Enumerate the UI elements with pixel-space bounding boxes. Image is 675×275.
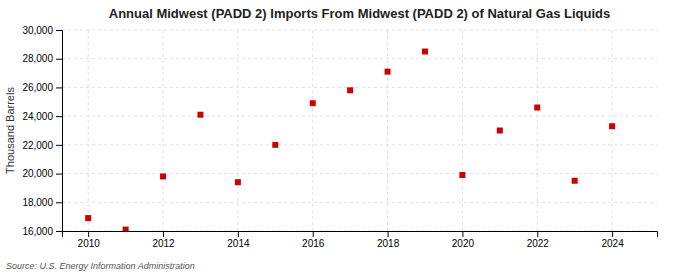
tick-mark bbox=[56, 87, 62, 88]
tick-label: 26,000 bbox=[22, 82, 53, 93]
marks bbox=[85, 49, 615, 231]
tick-label: 2018 bbox=[377, 238, 400, 249]
title: Annual Midwest (PADD 2) Imports From Mid… bbox=[109, 6, 611, 21]
chart-container: 2010 2012 2014 2016 2018 2020 2022 2024 16,000 18… bbox=[0, 0, 675, 275]
grid-line bbox=[237, 30, 238, 231]
point bbox=[272, 142, 278, 148]
tick: 22,000 bbox=[22, 140, 62, 151]
tick-label: 24,000 bbox=[22, 111, 53, 122]
tick-mark bbox=[238, 231, 239, 237]
tick: 20,000 bbox=[22, 168, 62, 179]
grid-line bbox=[62, 173, 657, 174]
point bbox=[385, 69, 391, 75]
point bbox=[123, 227, 129, 231]
point bbox=[459, 172, 465, 178]
tick-label: 30,000 bbox=[22, 25, 53, 36]
tick-mark bbox=[537, 231, 538, 237]
tick-mark bbox=[56, 231, 62, 232]
tick: 2016 bbox=[302, 231, 325, 249]
tick: 2010 bbox=[78, 231, 101, 249]
tick: 30,000 bbox=[22, 25, 62, 36]
tick-label: 2014 bbox=[227, 238, 250, 249]
tick-mark bbox=[56, 30, 62, 31]
point bbox=[347, 87, 353, 93]
tick: 2012 bbox=[152, 231, 175, 249]
grid-line bbox=[62, 144, 657, 145]
tick: 18,000 bbox=[22, 197, 62, 208]
point bbox=[160, 173, 166, 179]
tick-label: 2020 bbox=[452, 238, 475, 249]
grid-line bbox=[462, 30, 463, 231]
point bbox=[85, 215, 91, 221]
tick-mark bbox=[56, 202, 62, 203]
grid-line bbox=[312, 30, 313, 231]
tick-mark bbox=[163, 231, 164, 237]
grid-line bbox=[88, 30, 89, 231]
point bbox=[572, 178, 578, 184]
point bbox=[310, 100, 316, 106]
tick: 16,000 bbox=[22, 226, 62, 237]
tick-label: 2022 bbox=[527, 238, 550, 249]
tick-label: 20,000 bbox=[22, 168, 53, 179]
grid-line bbox=[612, 30, 613, 231]
tick-mark bbox=[56, 174, 62, 175]
tick-mark bbox=[56, 59, 62, 60]
tick-mark bbox=[462, 231, 463, 237]
tick-mark bbox=[612, 231, 613, 237]
plot: 2010 2012 2014 2016 2018 2020 2022 2024 16,000 18… bbox=[22, 25, 657, 249]
tick-mark bbox=[56, 116, 62, 117]
tick-label: 18,000 bbox=[22, 197, 53, 208]
point bbox=[197, 112, 203, 118]
point bbox=[609, 123, 615, 129]
tick: 2018 bbox=[377, 231, 400, 249]
y-axis: 16,000 18,000 20,000 22,000 24,000 26,000 28,0… bbox=[22, 25, 62, 237]
grid-line bbox=[62, 116, 657, 117]
tick-label: 2024 bbox=[601, 238, 624, 249]
tick: 24,000 bbox=[22, 111, 62, 122]
tick-mark bbox=[88, 231, 89, 237]
tick: 2020 bbox=[452, 231, 475, 249]
tick-label: 2012 bbox=[152, 238, 175, 249]
grid-line bbox=[62, 58, 657, 59]
grid-line bbox=[62, 87, 657, 88]
source-note: Source: U.S. Energy Information Administ… bbox=[6, 261, 195, 271]
tick: 28,000 bbox=[22, 53, 62, 64]
tick-label: 2010 bbox=[78, 238, 101, 249]
grid bbox=[62, 30, 657, 231]
tick-mark bbox=[56, 145, 62, 146]
tick: 2024 bbox=[601, 231, 624, 249]
point bbox=[534, 105, 540, 111]
y-axis-title: Thousand Barrels bbox=[4, 87, 16, 174]
grid-line bbox=[62, 30, 657, 31]
tick: 2022 bbox=[527, 231, 550, 249]
axis-line bbox=[56, 31, 63, 232]
tick-mark bbox=[313, 231, 314, 237]
tick: 2014 bbox=[227, 231, 250, 249]
grid-line bbox=[537, 30, 538, 231]
point bbox=[422, 49, 428, 55]
tick-label: 22,000 bbox=[22, 140, 53, 151]
tick-label: 16,000 bbox=[22, 226, 53, 237]
x-axis: 2010 2012 2014 2016 2018 2020 2022 2024 bbox=[63, 231, 658, 249]
grid-line bbox=[62, 202, 657, 203]
grid-line bbox=[163, 30, 164, 231]
tick: 26,000 bbox=[22, 82, 62, 93]
tick-mark bbox=[388, 231, 389, 237]
tick-label: 2016 bbox=[302, 238, 325, 249]
chart-svg: 2010 2012 2014 2016 2018 2020 2022 2024 16,000 18… bbox=[0, 0, 675, 275]
tick-label: 28,000 bbox=[22, 53, 53, 64]
point bbox=[497, 128, 503, 134]
axis-line bbox=[63, 232, 658, 238]
point bbox=[235, 179, 241, 185]
grid-line bbox=[387, 30, 388, 231]
